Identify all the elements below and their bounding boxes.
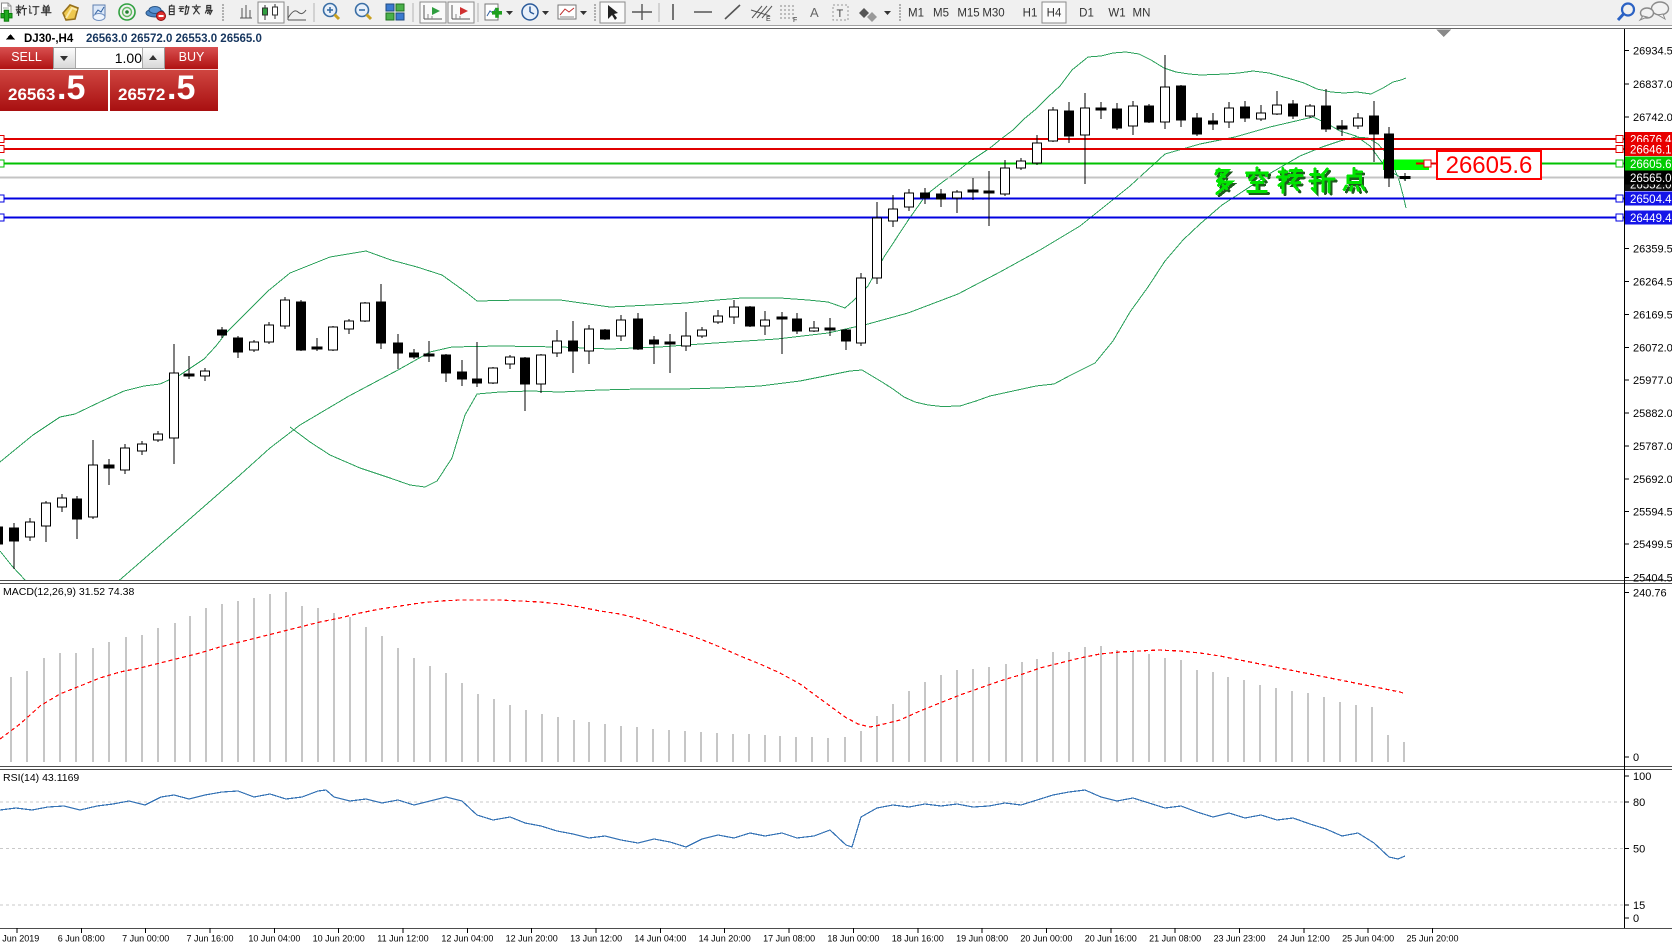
svg-text:14 Jun 20:00: 14 Jun 20:00	[699, 934, 751, 944]
svg-text:M30: M30	[982, 8, 1004, 20]
svg-text:25 Jun 20:00: 25 Jun 20:00	[1406, 934, 1458, 944]
svg-text:100: 100	[1633, 771, 1651, 783]
svg-text:26646.1: 26646.1	[1630, 145, 1672, 157]
svg-text:7 Jun 00:00: 7 Jun 00:00	[122, 934, 169, 944]
svg-text:5 Jun 2019: 5 Jun 2019	[0, 934, 39, 944]
svg-text:0: 0	[1633, 752, 1639, 764]
svg-text:18 Jun 00:00: 18 Jun 00:00	[827, 934, 879, 944]
svg-text:20 Jun 16:00: 20 Jun 16:00	[1085, 934, 1137, 944]
svg-text:E: E	[766, 16, 771, 23]
svg-text:20 Jun 00:00: 20 Jun 00:00	[1020, 934, 1072, 944]
svg-text:26359.5: 26359.5	[1633, 244, 1672, 256]
svg-text:26605.6: 26605.6	[1446, 152, 1533, 179]
svg-text:15: 15	[1633, 900, 1645, 912]
svg-text:26565.0: 26565.0	[1630, 173, 1672, 185]
svg-text:10 Jun 20:00: 10 Jun 20:00	[313, 934, 365, 944]
svg-text:H1: H1	[1023, 8, 1038, 20]
svg-text:25787.0: 25787.0	[1633, 441, 1672, 453]
svg-text:F: F	[793, 17, 797, 24]
svg-text:18 Jun 16:00: 18 Jun 16:00	[892, 934, 944, 944]
svg-text:10 Jun 04:00: 10 Jun 04:00	[248, 934, 300, 944]
svg-text:W1: W1	[1108, 8, 1125, 20]
svg-text:25882.0: 25882.0	[1633, 408, 1672, 420]
svg-text:21 Jun 08:00: 21 Jun 08:00	[1149, 934, 1201, 944]
svg-text:25977.0: 25977.0	[1633, 375, 1672, 387]
svg-text:26504.4: 26504.4	[1630, 194, 1672, 206]
svg-text:26934.5: 26934.5	[1633, 46, 1672, 58]
svg-text:14 Jun 04:00: 14 Jun 04:00	[634, 934, 686, 944]
svg-text:25499.5: 25499.5	[1633, 539, 1672, 551]
svg-text:26169.5: 26169.5	[1633, 310, 1672, 322]
svg-text:240.76: 240.76	[1633, 588, 1667, 600]
svg-text:A: A	[810, 5, 819, 20]
svg-text:80: 80	[1633, 797, 1645, 809]
svg-text:19 Jun 08:00: 19 Jun 08:00	[956, 934, 1008, 944]
svg-text:M5: M5	[933, 8, 949, 20]
svg-text:26605.6: 26605.6	[1630, 159, 1672, 171]
svg-text:11 Jun 12:00: 11 Jun 12:00	[377, 934, 428, 944]
svg-text:13 Jun 12:00: 13 Jun 12:00	[570, 934, 622, 944]
svg-text:50: 50	[1633, 844, 1645, 856]
svg-text:26264.5: 26264.5	[1633, 277, 1672, 289]
svg-text:26742.0: 26742.0	[1633, 112, 1672, 124]
svg-text:23 Jun 23:00: 23 Jun 23:00	[1213, 934, 1265, 944]
svg-text:7 Jun 16:00: 7 Jun 16:00	[186, 934, 233, 944]
svg-text:0: 0	[1633, 913, 1639, 925]
svg-text:26449.4: 26449.4	[1630, 213, 1672, 225]
svg-text:RSI(14) 43.1169: RSI(14) 43.1169	[3, 772, 79, 784]
svg-text:MN: MN	[1133, 8, 1151, 20]
svg-text:DJ30-,H4: DJ30-,H4	[24, 33, 74, 45]
svg-text:12 Jun 04:00: 12 Jun 04:00	[441, 934, 493, 944]
svg-text:T: T	[837, 8, 844, 20]
svg-text:17 Jun 08:00: 17 Jun 08:00	[763, 934, 815, 944]
svg-text:MACD(12,26,9) 31.52 74.38: MACD(12,26,9) 31.52 74.38	[3, 586, 134, 598]
svg-text:24 Jun 12:00: 24 Jun 12:00	[1278, 934, 1330, 944]
svg-text:12 Jun 20:00: 12 Jun 20:00	[506, 934, 558, 944]
svg-text:26837.0: 26837.0	[1633, 79, 1672, 91]
svg-text:D1: D1	[1079, 8, 1094, 20]
svg-text:26563.0 26572.0 26553.0 26565.: 26563.0 26572.0 26553.0 26565.0	[86, 33, 262, 45]
svg-text:M15: M15	[957, 8, 979, 20]
svg-text:H4: H4	[1047, 8, 1062, 20]
svg-text:25594.5: 25594.5	[1633, 507, 1672, 519]
svg-text:25 Jun 04:00: 25 Jun 04:00	[1342, 934, 1394, 944]
svg-text:6 Jun 08:00: 6 Jun 08:00	[58, 934, 105, 944]
svg-text:M1: M1	[908, 8, 924, 20]
svg-text:26072.0: 26072.0	[1633, 343, 1672, 355]
svg-text:25404.5: 25404.5	[1633, 573, 1672, 585]
svg-text:25692.0: 25692.0	[1633, 474, 1672, 486]
